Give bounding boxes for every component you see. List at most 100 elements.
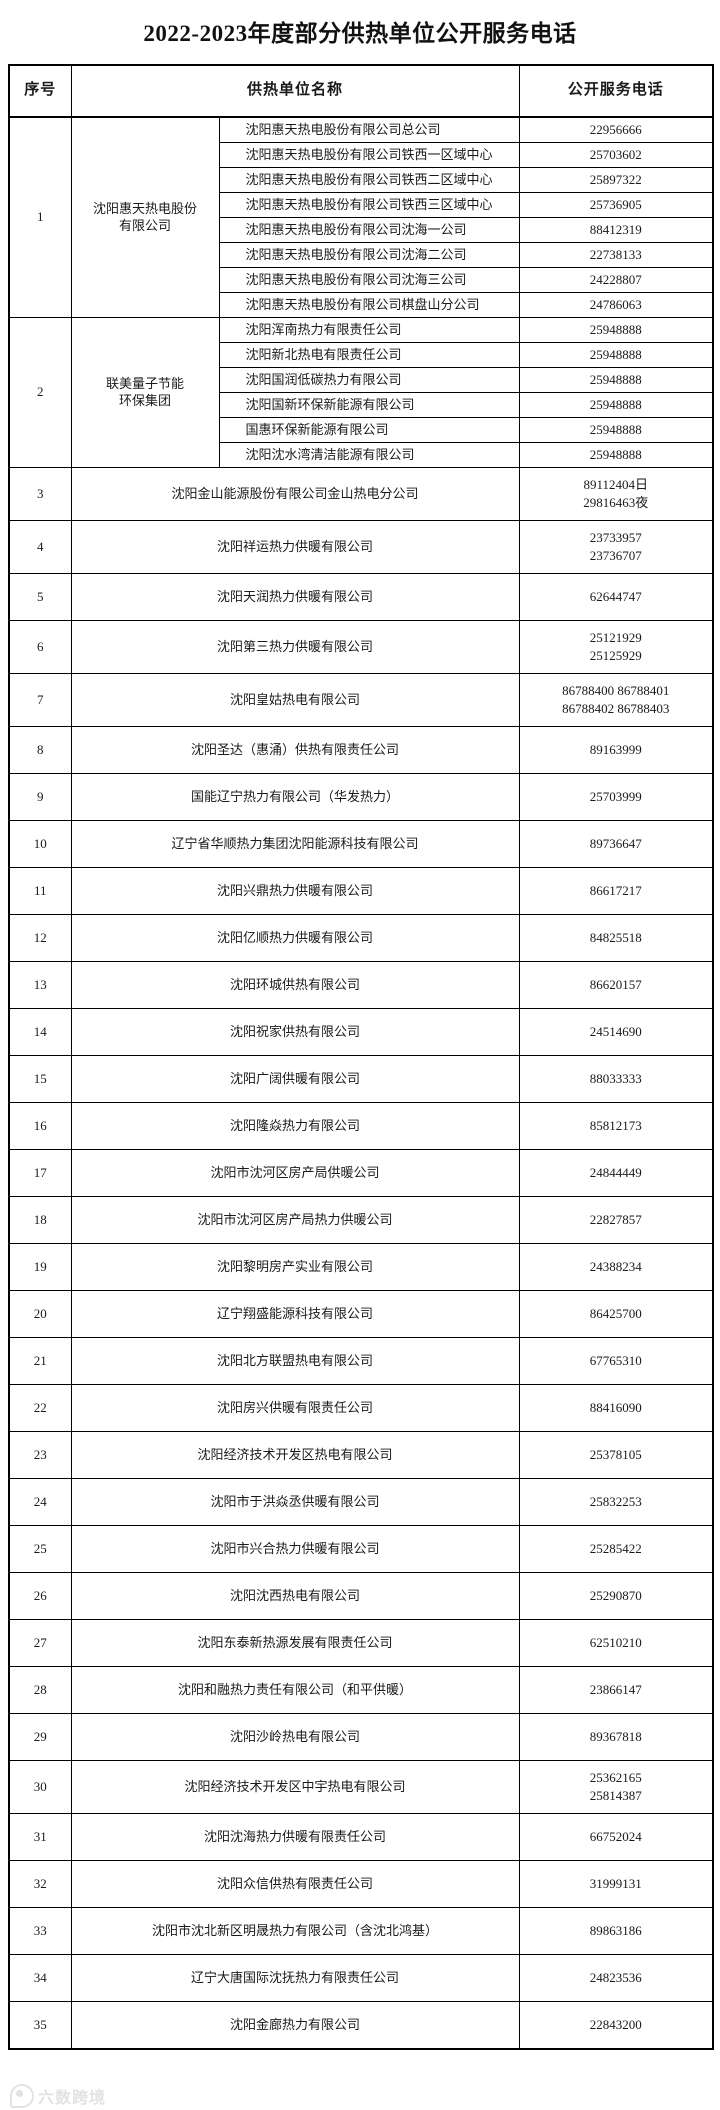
unit-name-cell: 沈阳北方联盟热电有限公司: [70, 1336, 520, 1385]
table-row: 沈阳国润低碳热力有限公司 25948888: [9, 366, 714, 393]
row-index-cell: 23: [8, 1430, 72, 1479]
group-name-cell: 联美量子节能 环保集团: [70, 316, 220, 468]
table-row: 29 沈阳沙岭热电有限公司 89367818: [8, 1712, 714, 1761]
service-phone-cell: 62644747: [518, 572, 714, 621]
table-row: 4 沈阳祥运热力供暖有限公司 23733957 23736707: [8, 519, 714, 574]
service-phone-cell: 22843200: [518, 2000, 714, 2050]
unit-name-cell: 沈阳皇姑热电有限公司: [70, 672, 520, 727]
unit-name-cell: 沈阳沙岭热电有限公司: [70, 1712, 520, 1761]
service-phone-cell: 85812173: [518, 1101, 714, 1150]
row-index-cell: 19: [8, 1242, 72, 1291]
service-phone-cell: 24514690: [518, 1007, 714, 1056]
table-row: 国惠环保新能源有限公司 25948888: [9, 416, 714, 443]
column-header-phone: 公开服务电话: [518, 64, 714, 118]
unit-name-cell: 沈阳亿顺热力供暖有限公司: [70, 913, 520, 962]
service-phone-cell: 89367818: [518, 1712, 714, 1761]
table-row: 10 辽宁省华顺热力集团沈阳能源科技有限公司 89736647: [8, 819, 714, 868]
service-phone-cell: 84825518: [518, 913, 714, 962]
service-phone-cell: 86425700: [518, 1289, 714, 1338]
table-row: 15 沈阳广阔供暖有限公司 88033333: [8, 1054, 714, 1103]
table-row: 11 沈阳兴鼎热力供暖有限公司 86617217: [8, 866, 714, 915]
table-row: 19 沈阳黎明房产实业有限公司 24388234: [8, 1242, 714, 1291]
row-index-cell: 29: [8, 1712, 72, 1761]
unit-name-cell: 沈阳环城供热有限公司: [70, 960, 520, 1009]
row-index-cell: 6: [8, 619, 72, 674]
unit-name-cell: 沈阳和融热力责任有限公司（和平供暖）: [70, 1665, 520, 1714]
row-index-cell: 21: [8, 1336, 72, 1385]
table-row: 27 沈阳东泰新热源发展有限责任公司 62510210: [8, 1618, 714, 1667]
unit-name-cell: 沈阳金廊热力有限公司: [70, 2000, 520, 2050]
table-row: 26 沈阳沈西热电有限公司 25290870: [8, 1571, 714, 1620]
table-row: 32 沈阳众信供热有限责任公司 31999131: [8, 1859, 714, 1908]
unit-name-cell: 辽宁大唐国际沈抚热力有限责任公司: [70, 1953, 520, 2002]
service-phone-cell: 67765310: [518, 1336, 714, 1385]
row-index-cell: 20: [8, 1289, 72, 1338]
row-index-cell: 22: [8, 1383, 72, 1432]
table-row: 6 沈阳第三热力供暖有限公司 25121929 25125929: [8, 619, 714, 674]
row-index-cell: 8: [8, 725, 72, 774]
service-phone-cell: 88416090: [518, 1383, 714, 1432]
unit-name-cell: 沈阳黎明房产实业有限公司: [70, 1242, 520, 1291]
table-row: 沈阳惠天热电股份有限公司铁西一区域中心 25703602: [9, 141, 714, 168]
service-phone-cell: 24823536: [518, 1953, 714, 2002]
watermark-text: 六数跨境: [38, 2090, 107, 2107]
table-row: 35 沈阳金廊热力有限公司 22843200: [8, 2000, 714, 2050]
watermark: 六数跨境: [10, 2084, 106, 2108]
table-row: 25 沈阳市兴合热力供暖有限公司 25285422: [8, 1524, 714, 1573]
unit-name-cell: 沈阳经济技术开发区中宇热电有限公司: [70, 1759, 520, 1814]
unit-name-cell: 辽宁省华顺热力集团沈阳能源科技有限公司: [70, 819, 520, 868]
table-row: 23 沈阳经济技术开发区热电有限公司 25378105: [8, 1430, 714, 1479]
unit-name-cell: 沈阳惠天热电股份有限公司沈海三公司: [218, 266, 520, 293]
table-row: 1 沈阳惠天热电股份 有限公司 沈阳惠天热电股份有限公司总公司 22956666: [8, 116, 714, 318]
service-phone-cell: 25948888: [518, 391, 714, 418]
unit-name-cell: 沈阳惠天热电股份有限公司铁西二区域中心: [218, 166, 520, 193]
table-header: 序号 供热单位名称 公开服务电话: [8, 64, 714, 118]
service-phone-cell: 66752024: [518, 1812, 714, 1861]
unit-name-cell: 沈阳天润热力供暖有限公司: [70, 572, 520, 621]
unit-name-cell: 沈阳惠天热电股份有限公司棋盘山分公司: [218, 291, 520, 318]
row-index-cell: 15: [8, 1054, 72, 1103]
unit-name-cell: 沈阳沈西热电有限公司: [70, 1571, 520, 1620]
table-row: 沈阳沈水湾清洁能源有限公司 25948888: [9, 441, 714, 468]
table-row: 沈阳惠天热电股份有限公司沈海二公司 22738133: [9, 241, 714, 268]
unit-name-cell: 沈阳惠天热电股份有限公司铁西一区域中心: [218, 141, 520, 168]
unit-name-cell: 沈阳沈水湾清洁能源有限公司: [218, 441, 520, 468]
row-index-cell: 14: [8, 1007, 72, 1056]
table-row: 34 辽宁大唐国际沈抚热力有限责任公司 24823536: [8, 1953, 714, 2002]
service-phone-cell: 25285422: [518, 1524, 714, 1573]
watermark-logo-icon: [10, 2084, 34, 2108]
unit-name-cell: 沈阳第三热力供暖有限公司: [70, 619, 520, 674]
unit-name-cell: 沈阳惠天热电股份有限公司铁西三区域中心: [218, 191, 520, 218]
service-phone-cell: 23866147: [518, 1665, 714, 1714]
service-phone-cell: 22738133: [518, 241, 714, 268]
row-index-cell: 13: [8, 960, 72, 1009]
table-row: 13 沈阳环城供热有限公司 86620157: [8, 960, 714, 1009]
table-row: 21 沈阳北方联盟热电有限公司 67765310: [8, 1336, 714, 1385]
table-row: 沈阳惠天热电股份有限公司沈海一公司 88412319: [9, 216, 714, 243]
row-index-cell: 16: [8, 1101, 72, 1150]
table-row: 20 辽宁翔盛能源科技有限公司 86425700: [8, 1289, 714, 1338]
table-row: 16 沈阳隆焱热力有限公司 85812173: [8, 1101, 714, 1150]
unit-name-cell: 辽宁翔盛能源科技有限公司: [70, 1289, 520, 1338]
table-row: 28 沈阳和融热力责任有限公司（和平供暖） 23866147: [8, 1665, 714, 1714]
service-phone-cell: 62510210: [518, 1618, 714, 1667]
service-phone-cell: 25703602: [518, 141, 714, 168]
unit-name-cell: 沈阳国新环保新能源有限公司: [218, 391, 520, 418]
row-index-cell: 10: [8, 819, 72, 868]
service-phone-cell: 25703999: [518, 772, 714, 821]
table-row: 沈阳惠天热电股份有限公司铁西二区域中心 25897322: [9, 166, 714, 193]
service-phone-cell: 88412319: [518, 216, 714, 243]
service-phone-cell: 25948888: [518, 416, 714, 443]
service-phone-cell: 89736647: [518, 819, 714, 868]
row-index-cell: 12: [8, 913, 72, 962]
row-index-cell: 31: [8, 1812, 72, 1861]
service-phone-cell: 25948888: [518, 341, 714, 368]
table-row: 12 沈阳亿顺热力供暖有限公司 84825518: [8, 913, 714, 962]
service-phone-cell: 24228807: [518, 266, 714, 293]
unit-name-cell: 沈阳惠天热电股份有限公司总公司: [218, 116, 520, 143]
service-phone-cell: 24786063: [518, 291, 714, 318]
unit-name-cell: 沈阳祝家供热有限公司: [70, 1007, 520, 1056]
row-index-cell: 4: [8, 519, 72, 574]
unit-name-cell: 沈阳市沈河区房产局供暖公司: [70, 1148, 520, 1197]
